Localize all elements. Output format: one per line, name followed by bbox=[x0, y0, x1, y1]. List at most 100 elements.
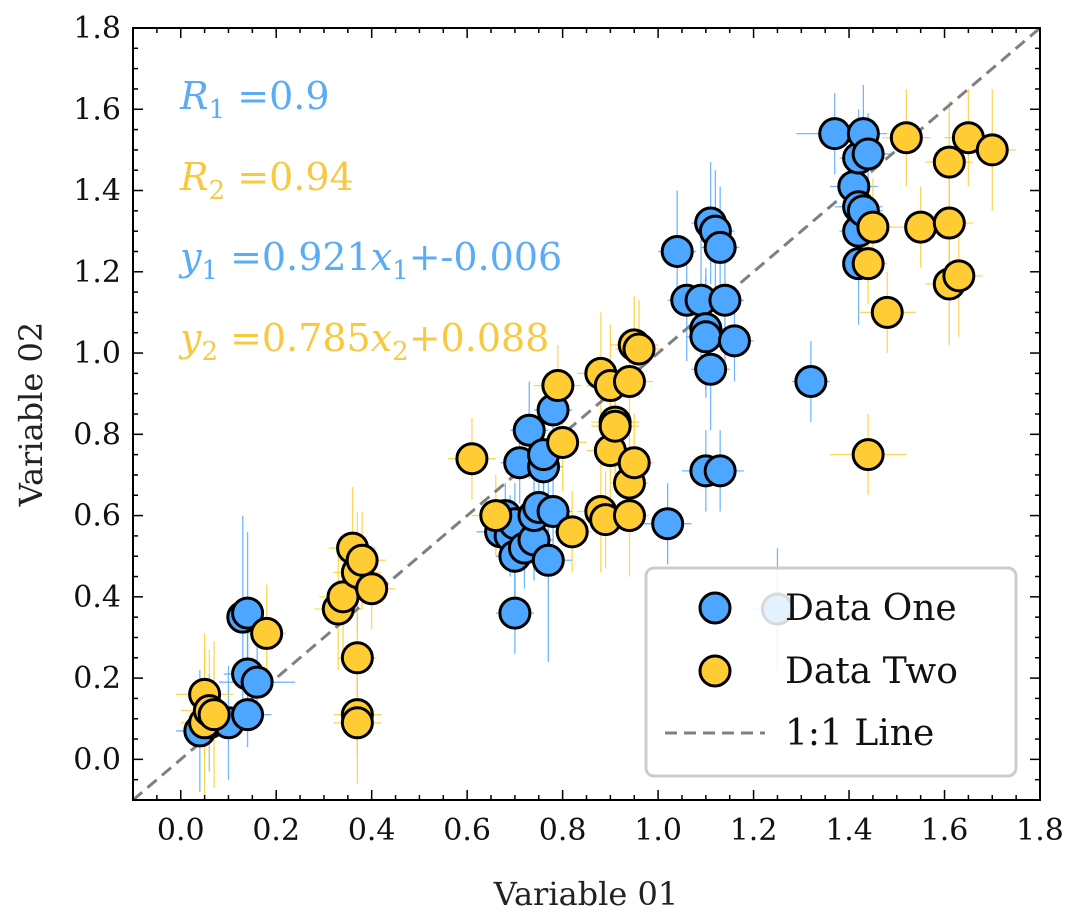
data-two-point bbox=[889, 121, 923, 155]
x-tick-label: 0.8 bbox=[539, 813, 587, 848]
data-one-point bbox=[660, 234, 694, 268]
data-one-point bbox=[651, 507, 685, 541]
data-two-point bbox=[250, 616, 284, 650]
annotation-r1: R1 =0.9 bbox=[179, 74, 330, 125]
y-tick-label: 1.2 bbox=[73, 255, 121, 290]
y-tick-label: 0.0 bbox=[73, 742, 121, 777]
data-two-point bbox=[617, 446, 651, 480]
x-tick-label: 1.6 bbox=[921, 813, 969, 848]
data-two-point bbox=[598, 409, 632, 443]
data-two-point bbox=[355, 572, 389, 606]
data-one-point bbox=[703, 230, 737, 264]
data-two-point bbox=[932, 145, 966, 179]
data-two-point bbox=[975, 133, 1009, 167]
data-one-point bbox=[818, 117, 852, 151]
svg-text:y1 =0.921x1+-0.006: y1 =0.921x1+-0.006 bbox=[178, 235, 562, 286]
y-tick-label: 1.4 bbox=[73, 174, 121, 209]
r1-symbol: R bbox=[179, 74, 209, 118]
y-tick-label: 0.6 bbox=[73, 499, 121, 534]
x-tick-label: 0.2 bbox=[252, 813, 300, 848]
x-tick-label: 1.0 bbox=[634, 813, 682, 848]
data-two-point bbox=[455, 442, 489, 476]
eq2-intercept: +0.088 bbox=[409, 316, 550, 360]
r2-value: =0.94 bbox=[225, 155, 354, 199]
y-tick-label: 0.8 bbox=[73, 417, 121, 452]
data-one-point bbox=[231, 596, 265, 630]
data-one-point bbox=[498, 596, 532, 630]
eq1-y-symbol: y bbox=[178, 235, 202, 279]
data-one-point bbox=[717, 324, 751, 358]
legend: Data One Data Two 1:1 Line bbox=[644, 566, 1018, 778]
data-two-point bbox=[870, 295, 904, 329]
y-axis-title: Variable 02 bbox=[12, 322, 50, 507]
y-tick-label: 0.2 bbox=[73, 661, 121, 696]
axis-ticks: 0.0 0.2 0.4 0.6 0.8 1.0 1.2 1.4 1.6 1.8 0.0 0.2 0.4 0… bbox=[73, 11, 1064, 848]
legend-marker-data-one bbox=[698, 591, 732, 625]
r1-subscript: 1 bbox=[209, 95, 226, 125]
y-tick-label: 1.6 bbox=[73, 92, 121, 127]
data-one-point bbox=[851, 137, 885, 171]
data-two-point bbox=[856, 210, 890, 244]
data-two-point bbox=[479, 499, 513, 533]
data-two-point bbox=[851, 247, 885, 281]
data-one-point bbox=[694, 352, 728, 386]
data-one-point bbox=[703, 454, 737, 488]
data-two-point bbox=[932, 206, 966, 240]
x-tick-label: 0.6 bbox=[443, 813, 491, 848]
r2-subscript: 2 bbox=[209, 176, 226, 206]
r1-value: =0.9 bbox=[225, 74, 329, 118]
legend-label-data-two: Data Two bbox=[785, 651, 958, 692]
data-one-point bbox=[231, 698, 265, 732]
data-one-point bbox=[531, 543, 565, 577]
data-two-point bbox=[904, 210, 938, 244]
data-one-point bbox=[240, 665, 274, 699]
legend-marker-data-two bbox=[698, 654, 732, 688]
eq1-y-subscript: 1 bbox=[201, 256, 218, 286]
data-two-point bbox=[546, 425, 580, 459]
eq1-slope: =0.921 bbox=[218, 235, 371, 279]
data-one-point bbox=[708, 283, 742, 317]
data-two-point bbox=[345, 543, 379, 577]
eq2-y-subscript: 2 bbox=[201, 337, 218, 367]
data-one-point bbox=[794, 364, 828, 398]
data-two-point bbox=[622, 332, 656, 366]
svg-text:R1 =0.9: R1 =0.9 bbox=[179, 74, 330, 125]
x-tick-label: 0.0 bbox=[157, 813, 205, 848]
svg-text:y2 =0.785x2+0.088: y2 =0.785x2+0.088 bbox=[178, 316, 549, 367]
r2-symbol: R bbox=[179, 155, 209, 199]
eq2-slope: =0.785 bbox=[218, 316, 371, 360]
x-axis-title: Variable 01 bbox=[493, 875, 678, 913]
eq1-intercept: +-0.006 bbox=[409, 235, 562, 279]
legend-label-data-one: Data One bbox=[785, 588, 957, 629]
y-tick-label: 1.0 bbox=[73, 336, 121, 371]
eq2-x-symbol: x bbox=[371, 316, 392, 360]
y-tick-label: 1.8 bbox=[73, 11, 121, 46]
data-point-layer bbox=[183, 117, 1009, 748]
data-one-point bbox=[512, 413, 546, 447]
data-two-point bbox=[340, 641, 374, 675]
data-one-point bbox=[536, 495, 570, 529]
annotation-eq1: y1 =0.921x1+-0.006 bbox=[178, 235, 562, 286]
annotation-eq2: y2 =0.785x2+0.088 bbox=[178, 316, 549, 367]
data-two-point bbox=[612, 364, 646, 398]
legend-box bbox=[644, 566, 1018, 778]
data-two-point bbox=[197, 698, 231, 732]
one-to-one-line bbox=[132, 26, 1041, 802]
data-two-point bbox=[555, 515, 589, 549]
svg-text:R2 =0.94: R2 =0.94 bbox=[179, 155, 354, 206]
x-tick-label: 1.8 bbox=[1016, 813, 1064, 848]
x-tick-label: 1.4 bbox=[825, 813, 873, 848]
x-tick-label: 1.2 bbox=[730, 813, 778, 848]
annotation-r2: R2 =0.94 bbox=[179, 155, 354, 206]
data-two-point bbox=[612, 499, 646, 533]
data-one-point bbox=[689, 320, 723, 354]
data-two-point bbox=[541, 369, 575, 403]
data-two-point bbox=[942, 259, 976, 293]
x-tick-label: 0.4 bbox=[348, 813, 396, 848]
y-tick-label: 0.4 bbox=[73, 580, 121, 615]
data-two-point bbox=[851, 438, 885, 472]
eq1-x-symbol: x bbox=[371, 235, 392, 279]
legend-label-line: 1:1 Line bbox=[785, 713, 934, 754]
eq2-x-subscript: 2 bbox=[392, 337, 409, 367]
data-two-point bbox=[340, 706, 374, 740]
